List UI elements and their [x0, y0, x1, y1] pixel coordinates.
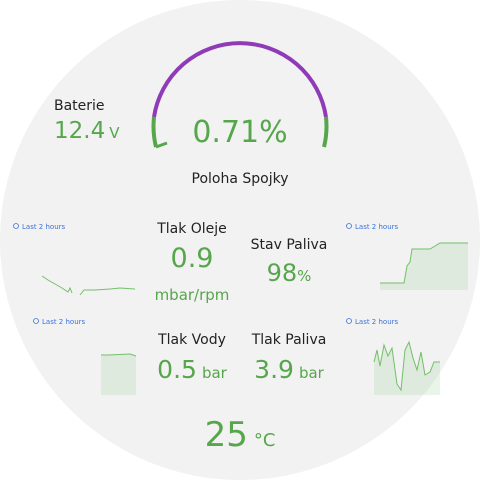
- time-range-label: Last 2 hours: [355, 223, 399, 231]
- temperature-value: 25 °C: [205, 415, 276, 455]
- water-value: 0.5 bar: [157, 355, 227, 384]
- time-range-label: Last 2 hours: [42, 318, 86, 326]
- value: 12.4: [54, 118, 105, 144]
- battery-label: Baterie: [54, 98, 105, 114]
- unit: °C: [254, 430, 276, 451]
- time-range-label: Last 2 hours: [355, 318, 399, 326]
- sparkline: [380, 242, 468, 290]
- oil-label: Tlak Oleje: [156, 221, 227, 237]
- time-range-label: Last 2 hours: [22, 223, 66, 231]
- clutch-label: Poloha Spojky: [192, 171, 289, 187]
- fuel-pressure-value: 3.9 bar: [254, 355, 324, 384]
- clutch-value: 0.71%: [192, 115, 287, 150]
- sparkline: [41, 275, 136, 296]
- oil-value: 0.9: [171, 243, 214, 274]
- water-label: Tlak Vody: [157, 332, 226, 348]
- value: 3.9: [254, 355, 294, 384]
- battery-value: 12.4 V: [54, 118, 120, 144]
- value: 25: [205, 415, 248, 455]
- unit: bar: [202, 364, 228, 382]
- sparkline: [101, 353, 137, 395]
- unit: V: [109, 124, 120, 142]
- value: 98: [267, 259, 298, 287]
- time-range: Last 2 hours: [33, 318, 86, 326]
- fuel-level-label: Stav Paliva: [251, 237, 328, 253]
- unit: %: [297, 267, 311, 285]
- oil-unit: mbar/rpm: [155, 286, 230, 304]
- unit: bar: [299, 364, 325, 382]
- fuel-pressure-label: Tlak Paliva: [251, 332, 327, 348]
- time-range: Last 2 hours: [346, 318, 399, 326]
- time-range: Last 2 hours: [346, 223, 399, 231]
- gauge: [151, 41, 329, 149]
- sparkline: [373, 340, 440, 395]
- value: 0.5: [157, 355, 197, 384]
- fuel-level-value: 98%: [267, 259, 312, 287]
- time-range: Last 2 hours: [13, 223, 66, 231]
